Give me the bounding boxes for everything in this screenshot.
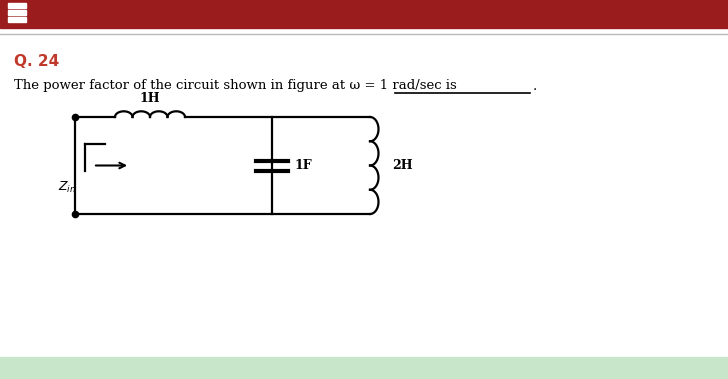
Bar xyxy=(8,10,26,15)
Bar xyxy=(8,17,26,22)
Text: Q. 24: Q. 24 xyxy=(14,53,59,69)
Text: .: . xyxy=(533,80,537,92)
Bar xyxy=(0,0,728,28)
Text: 1H: 1H xyxy=(140,92,160,105)
Text: The power factor of the circuit shown in figure at ω = 1 rad/sec is: The power factor of the circuit shown in… xyxy=(14,80,456,92)
Text: 1F: 1F xyxy=(294,159,312,172)
Bar xyxy=(0,357,728,379)
Bar xyxy=(8,3,26,8)
Text: 2H: 2H xyxy=(392,159,413,172)
Text: $Z_{in}$: $Z_{in}$ xyxy=(58,180,76,195)
